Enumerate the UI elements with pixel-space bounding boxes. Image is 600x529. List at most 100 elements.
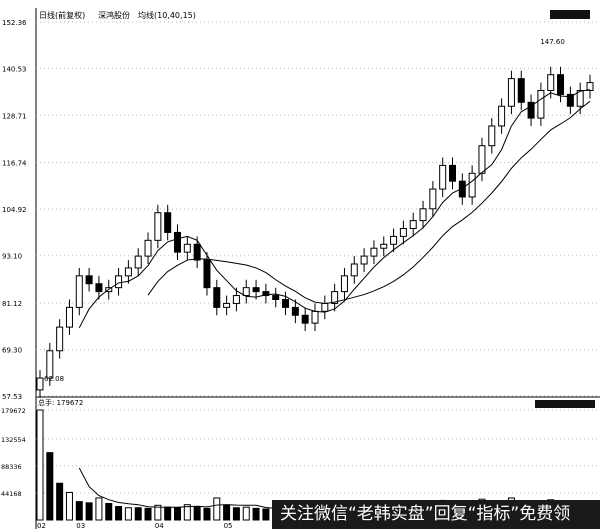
candle-up xyxy=(360,255,368,265)
y-tick-label: 57.53 xyxy=(2,393,22,401)
candle-down xyxy=(301,314,309,324)
candle-up xyxy=(242,287,250,297)
price-annotation: 147.60 xyxy=(540,38,565,46)
volume-bar xyxy=(124,507,132,521)
candle-down xyxy=(557,74,565,95)
candle-up xyxy=(419,208,427,222)
y-tick-label: 128.71 xyxy=(2,112,27,120)
candle-up xyxy=(223,302,231,308)
candle-up xyxy=(144,239,152,257)
candle-up xyxy=(134,255,142,269)
candle-up xyxy=(537,89,545,119)
volume-bar xyxy=(252,507,260,521)
volume-bar xyxy=(115,506,123,521)
candle-up xyxy=(154,212,162,241)
candle-up xyxy=(370,247,378,257)
candle-up xyxy=(65,306,73,328)
candle-down xyxy=(272,295,280,300)
candle-down xyxy=(262,291,270,297)
candle-up xyxy=(115,275,123,289)
candle-up xyxy=(36,377,44,391)
candle-up xyxy=(56,326,64,352)
volume-bar xyxy=(75,501,83,521)
candle-down xyxy=(517,78,525,103)
candle-down xyxy=(566,93,574,107)
candle-down xyxy=(193,243,201,261)
volume-bar xyxy=(262,508,270,521)
volume-bar xyxy=(105,502,113,521)
volume-bar xyxy=(134,507,142,521)
candle-down xyxy=(174,231,181,253)
volume-bar xyxy=(174,507,181,521)
candle-up xyxy=(409,220,417,230)
candle-up xyxy=(586,82,594,91)
candle-down xyxy=(282,298,290,308)
volume-bar xyxy=(95,497,103,521)
volume-bar xyxy=(56,482,64,521)
volume-bar xyxy=(85,502,93,521)
volume-bar xyxy=(154,504,162,521)
candle-down xyxy=(213,287,221,308)
x-tick-label: 02 xyxy=(37,522,46,529)
candle-up xyxy=(399,228,407,237)
candle-up xyxy=(124,267,132,277)
volume-tick-label: 132554 xyxy=(1,436,26,444)
volume-bar xyxy=(213,497,221,521)
candle-up xyxy=(507,78,515,107)
y-tick-label: 104.92 xyxy=(2,206,27,214)
candle-up xyxy=(321,302,329,312)
volume-bar xyxy=(183,504,191,521)
volume-bar xyxy=(144,507,152,521)
y-tick-label: 81.12 xyxy=(2,300,22,308)
volume-header: 总手: 179672 xyxy=(38,398,83,407)
candle-up xyxy=(429,188,437,210)
candle-up xyxy=(380,243,388,249)
volume-tick-label: 88336 xyxy=(1,463,22,471)
volume-bar xyxy=(193,506,201,521)
chart-title: 日线(前复权) xyxy=(39,10,85,20)
toolbar-button[interactable] xyxy=(550,10,590,19)
candle-down xyxy=(527,101,535,119)
price-annotation: 62.08 xyxy=(44,375,64,383)
volume-bar xyxy=(65,491,73,521)
candle-up xyxy=(183,243,191,253)
volume-bar xyxy=(223,504,231,521)
candle-up xyxy=(350,263,358,277)
x-tick-label: 04 xyxy=(155,522,164,529)
volume-tick-label: 44168 xyxy=(1,490,22,498)
candle-up xyxy=(488,125,496,147)
volume-bar xyxy=(164,506,172,521)
candle-down xyxy=(291,306,299,316)
y-tick-label: 140.53 xyxy=(2,66,27,74)
candle-up xyxy=(46,350,54,379)
candle-up xyxy=(468,172,476,198)
candle-down xyxy=(95,283,103,293)
candle-up xyxy=(331,291,339,304)
y-tick-label: 152.36 xyxy=(2,19,27,27)
volume-toolbar[interactable] xyxy=(535,400,595,408)
candle-down xyxy=(164,212,172,233)
candle-down xyxy=(252,287,260,293)
y-tick-label: 93.10 xyxy=(2,253,22,261)
candle-up xyxy=(75,275,83,308)
volume-tick-label: 179672 xyxy=(1,407,26,415)
watermark-banner: 关注微信“老韩实盘”回复“指标”免费领 xyxy=(272,500,600,529)
volume-bar xyxy=(36,409,44,521)
volume-bar xyxy=(242,506,250,521)
moving-average-line xyxy=(147,100,591,304)
y-tick-label: 69.30 xyxy=(2,347,22,355)
candle-up xyxy=(232,295,240,304)
ma-label: 均线(10,40,15) xyxy=(138,10,196,20)
candle-down xyxy=(449,164,456,182)
candle-up xyxy=(390,235,398,245)
volume-bar xyxy=(232,507,240,521)
candle-up xyxy=(311,310,319,324)
stock-name: 深鸿股份 xyxy=(98,10,130,20)
candle-up xyxy=(340,275,348,293)
candle-down xyxy=(203,259,211,289)
candle-up xyxy=(478,145,486,174)
candle-down xyxy=(458,180,466,198)
candle-up xyxy=(576,89,584,107)
